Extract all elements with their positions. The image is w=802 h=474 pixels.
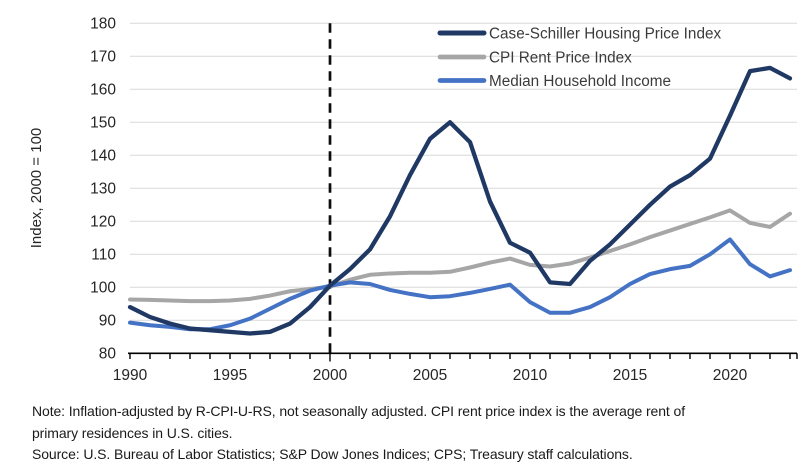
x-tick-label-2010: 2010 <box>513 367 548 384</box>
y-tick-label-160: 160 <box>90 82 116 99</box>
y-tick-label-80: 80 <box>99 346 117 363</box>
y-tick-label-130: 130 <box>90 181 116 198</box>
y-tick-label-170: 170 <box>90 49 116 66</box>
y-tick-label-90: 90 <box>99 313 117 330</box>
x-tick-label-2020: 2020 <box>713 367 748 384</box>
x-axis-labels: 1990 1995 2000 2005 2010 2015 2020 <box>113 367 748 384</box>
y-tick-label-120: 120 <box>90 214 116 231</box>
x-tick-label-2015: 2015 <box>613 367 647 384</box>
legend: Case-Schiller Housing Price Index CPI Ren… <box>437 25 721 90</box>
x-tick-label-1990: 1990 <box>113 367 148 384</box>
y-tick-label-150: 150 <box>90 115 116 132</box>
y-tick-label-180: 180 <box>90 16 116 33</box>
line-chart: 80 90 100 110 120 130 140 150 160 170 180 1990 1995… <box>28 16 798 384</box>
legend-label-0: Case-Schiller Housing Price Index <box>489 25 721 42</box>
y-axis-labels: 80 90 100 110 120 130 140 150 160 170 180 <box>90 16 116 363</box>
legend-label-1: CPI Rent Price Index <box>489 49 632 66</box>
y-tick-label-110: 110 <box>91 247 116 264</box>
note-text: Note: Inflation-adjusted by R-CPI-U-RS, … <box>32 403 685 441</box>
x-tick-label-2000: 2000 <box>313 367 348 384</box>
series-line-1 <box>128 208 792 304</box>
series-line-0 <box>127 65 793 336</box>
series-lines <box>127 65 793 336</box>
y-tick-label-140: 140 <box>90 148 116 165</box>
legend-label-2: Median Household Income <box>489 73 671 90</box>
x-tick-label-2005: 2005 <box>413 367 447 384</box>
y-tick-label-100: 100 <box>90 280 116 297</box>
y-axis-title: Index, 2000 = 100 <box>28 128 45 249</box>
x-axis <box>128 352 798 362</box>
source-text: Source: U.S. Bureau of Labor Statistics;… <box>32 446 633 462</box>
x-tick-label-1995: 1995 <box>213 367 247 384</box>
footnotes: Note: Inflation-adjusted by R-CPI-U-RS, … <box>32 401 732 466</box>
series-line-2 <box>128 237 792 332</box>
